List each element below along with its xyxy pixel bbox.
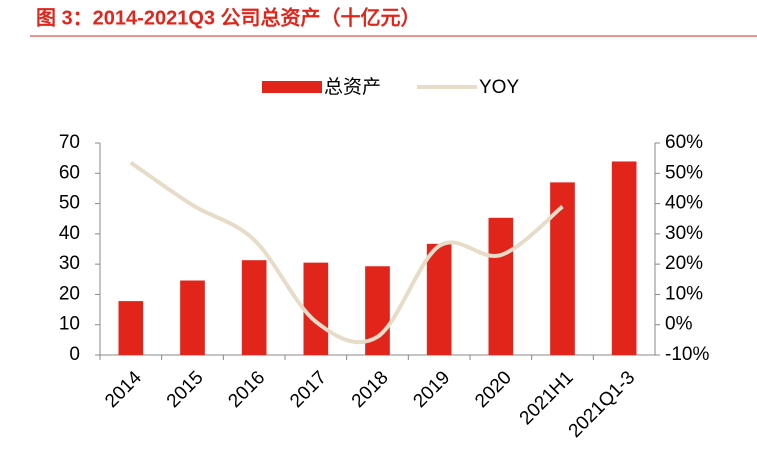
x-tick-label: 2015 xyxy=(163,367,208,412)
bar xyxy=(118,301,144,355)
x-tick-label: 2021Q1-3 xyxy=(565,367,640,442)
x-tick-label: 2017 xyxy=(286,367,331,412)
bar xyxy=(611,161,637,355)
x-tick-label: 2014 xyxy=(101,367,146,412)
y-tick-label: 20 xyxy=(59,283,80,304)
line xyxy=(129,161,564,345)
y-tick-label: 70 xyxy=(59,132,80,153)
y-tick-label: 50 xyxy=(59,193,80,214)
bar xyxy=(550,182,575,355)
y-tick-label: 60 xyxy=(59,162,80,183)
y-tick-label: 0 xyxy=(69,344,80,365)
y-tick-label: 40 xyxy=(59,223,80,244)
x-tick-label: 2018 xyxy=(348,367,393,412)
bar xyxy=(180,280,205,355)
legend-swatch xyxy=(262,81,322,93)
x-tick-label: 2021H1 xyxy=(516,367,578,429)
bar xyxy=(241,260,267,355)
x-tick-label: 2016 xyxy=(225,367,270,412)
y2-tick-label: -10% xyxy=(665,344,709,365)
y2-tick-label: 30% xyxy=(665,223,703,244)
y2-tick-label: 40% xyxy=(665,193,703,214)
legend-label: YOY xyxy=(479,77,519,98)
y2-tick-label: 60% xyxy=(665,132,703,153)
bar xyxy=(303,262,329,355)
bar xyxy=(488,217,514,355)
y2-tick-label: 50% xyxy=(665,162,703,183)
bar xyxy=(426,243,452,355)
x-tick-label: 2019 xyxy=(410,367,455,412)
y-tick-label: 10 xyxy=(59,314,80,335)
chart-title: 图 3：2014-2021Q3 公司总资产（十亿元） xyxy=(36,5,421,29)
y-tick-label: 30 xyxy=(59,253,80,274)
y2-tick-label: 0% xyxy=(665,314,693,335)
x-tick-label: 2020 xyxy=(471,367,516,412)
y2-tick-label: 20% xyxy=(665,253,703,274)
y2-tick-label: 10% xyxy=(665,283,703,304)
legend-label: 总资产 xyxy=(324,76,381,98)
